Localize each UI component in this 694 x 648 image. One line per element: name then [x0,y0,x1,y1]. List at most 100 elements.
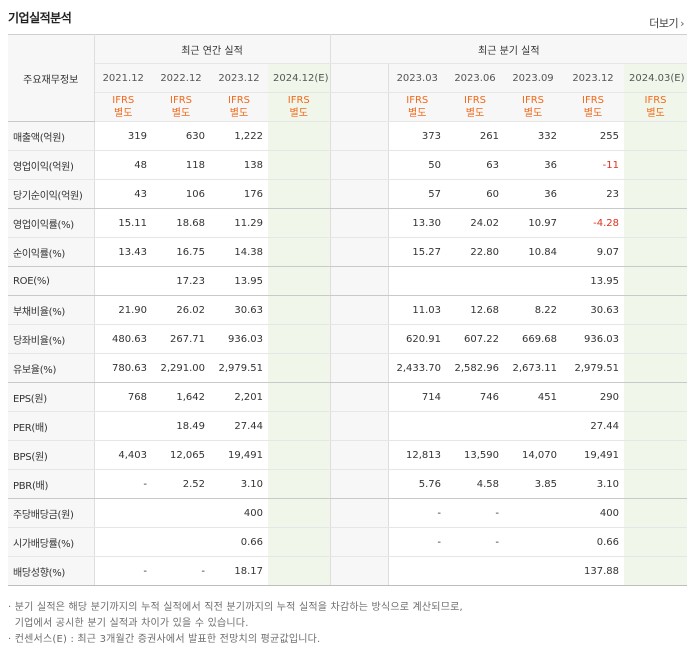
quarter-value: 0.66 [562,527,624,557]
annual-value: 176 [210,179,268,209]
annual-value [268,440,331,470]
annual-value [268,498,331,528]
quarter-value: 27.44 [562,411,624,441]
quarter-period: 2023.12 [562,63,624,93]
quarter-value: - [446,527,504,557]
quarter-value: 2,433.70 [388,353,446,383]
row-label: ROE(%) [8,266,95,296]
corner-label: 주요재무정보 [8,34,95,122]
quarter-spacer [329,179,389,209]
more-link[interactable]: 더보기 › [649,15,684,31]
annual-value: 12,065 [152,440,210,470]
annual-value: 3.10 [210,469,268,499]
quarter-value [624,469,688,499]
chevron-right-icon: › [680,17,684,30]
quarter-value: 5.76 [388,469,446,499]
annual-value: 936.03 [210,324,268,354]
quarter-value [624,382,688,412]
quarter-value: 3.85 [504,469,562,499]
quarter-value: 3.10 [562,469,624,499]
quarter-value: 30.63 [562,295,624,325]
row-label: 영업이익률(%) [8,208,95,238]
annual-value: 480.63 [94,324,152,354]
quarter-value [388,411,446,441]
basis-ifrs: IFRS [112,95,135,106]
annual-basis: IFRS 별도 [152,92,210,122]
basis-separate: 별도 [583,108,603,119]
quarter-value: 15.27 [388,237,446,267]
annual-value: 26.02 [152,295,210,325]
annual-value [94,266,152,296]
basis-separate: 별도 [289,108,308,119]
row-label: EPS(원) [8,382,95,412]
quarter-value: 19,491 [562,440,624,470]
quarter-value: 11.03 [388,295,446,325]
footnote-2: 기업에서 공시한 분기 실적과 차이가 있을 수 있습니다. [8,618,249,629]
table-row: 당기순이익(억원) 43 106 176 57 60 36 23 [8,179,688,209]
quarter-value [624,237,688,267]
quarter-value: 4.58 [446,469,504,499]
basis-ifrs: IFRS [582,95,604,106]
quarter-value: 400 [562,498,624,528]
quarter-spacer [329,295,389,325]
row-label: 부채비율(%) [8,295,95,325]
quarter-value: 36 [504,150,562,180]
annual-value: 0.66 [210,527,268,557]
quarter-basis: IFRS 별도 [562,92,624,122]
annual-value: 106 [152,179,210,209]
annual-value: 18.17 [210,556,268,586]
table-row: PER(배) 18.49 27.44 27.44 [8,411,688,441]
quarter-spacer [329,556,389,586]
annual-value [268,469,331,499]
quarter-value: 607.22 [446,324,504,354]
quarter-value: 57 [388,179,446,209]
annual-value: 17.23 [152,266,210,296]
annual-header: 최근 연간 실적 [94,34,331,64]
annual-value [268,237,331,267]
row-label: 당좌비율(%) [8,324,95,354]
annual-value: 15.11 [94,208,152,238]
basis-separate: 별도 [465,108,485,119]
annual-basis: IFRS 별도 [210,92,268,122]
quarter-value [446,266,504,296]
annual-value: 267.71 [152,324,210,354]
annual-period: 2024.12(E) [268,63,331,93]
quarter-value: 60 [446,179,504,209]
annual-value [94,498,152,528]
quarter-header: 최근 분기 실적 [329,34,688,64]
annual-value: 2,979.51 [210,353,268,383]
basis-separate: 별도 [408,108,427,119]
quarter-period: 2023.03 [388,63,446,93]
row-label: 시가배당률(%) [8,527,95,557]
annual-value [268,121,331,151]
quarter-value: - [388,498,446,528]
table-row: 영업이익(억원) 48 118 138 50 63 36 -11 [8,150,688,180]
annual-period: 2022.12 [152,63,210,93]
annual-value: 43 [94,179,152,209]
quarter-value: 620.91 [388,324,446,354]
quarter-spacer [329,63,389,93]
quarter-value: 50 [388,150,446,180]
row-label: 매출액(억원) [8,121,95,151]
quarter-value: - [388,527,446,557]
table-row: 당좌비율(%) 480.63 267.71 936.03 620.91 607.22 669… [8,324,688,354]
quarter-basis: IFRS 별도 [504,92,562,122]
annual-value: 27.44 [210,411,268,441]
annual-value: 13.95 [210,266,268,296]
more-label: 더보기 [649,17,679,30]
basis-ifrs: IFRS [644,95,667,106]
annual-value: 2.52 [152,469,210,499]
table-row: PBR(배) -2.52 3.10 5.76 4.58 3.85 3.10 [8,469,688,499]
quarter-spacer [329,92,389,122]
quarter-value [624,150,688,180]
quarter-basis: IFRS 별도 [388,92,446,122]
quarter-value [504,266,562,296]
annual-value [268,295,331,325]
basis-separate: 별도 [171,108,191,119]
quarter-value: 36 [504,179,562,209]
quarter-value: 714 [388,382,446,412]
quarter-value [504,527,562,557]
quarter-spacer [329,411,389,441]
quarter-value: 10.84 [504,237,562,267]
basis-separate: 별도 [646,108,665,119]
